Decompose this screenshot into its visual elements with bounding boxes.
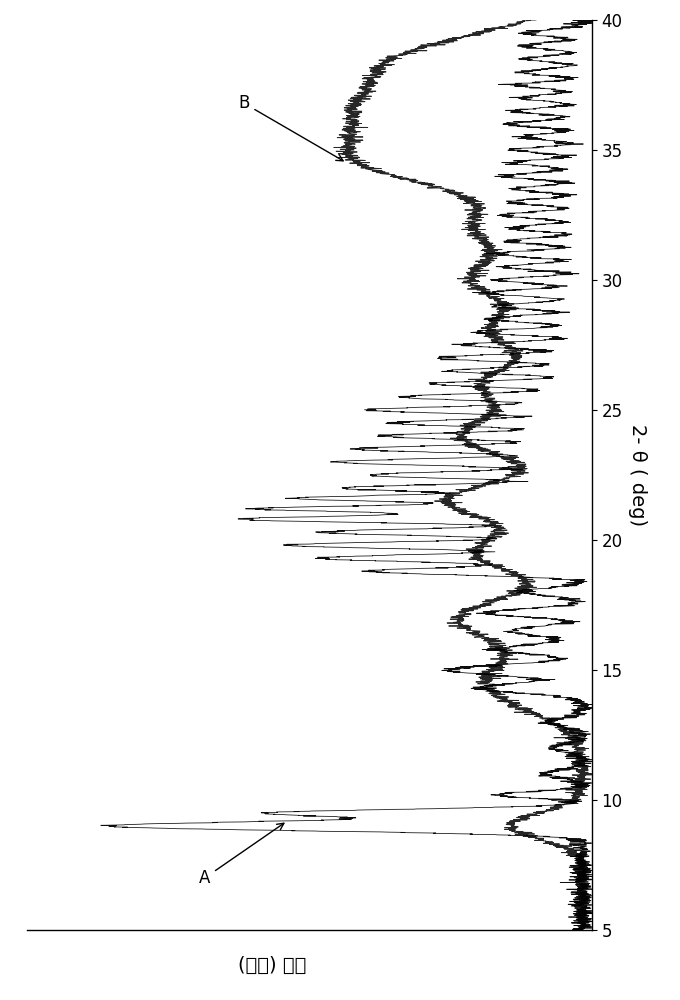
Text: (相对) 强度: (相对) 强度 [238,956,306,975]
Y-axis label: 2- θ ( deg): 2- θ ( deg) [628,424,647,526]
Text: A: A [199,823,284,887]
Text: B: B [238,94,343,161]
